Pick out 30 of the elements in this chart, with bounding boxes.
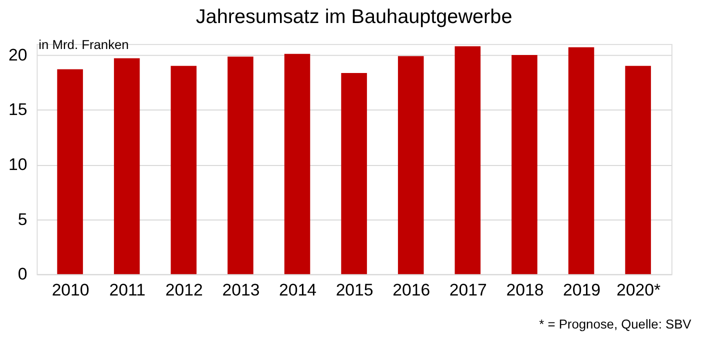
bar <box>114 58 140 274</box>
y-tick-label: 0 <box>18 264 28 284</box>
annotation: in Mrd. Franken <box>38 36 129 52</box>
bar <box>57 69 83 274</box>
x-tick-label: 2016 <box>392 280 430 300</box>
bar <box>568 47 594 274</box>
bar <box>170 66 197 274</box>
x-tick-label: 2020* <box>616 280 662 300</box>
bar <box>341 73 367 274</box>
y-tick-label: 20 <box>8 45 28 64</box>
x-tick-label: 2019 <box>563 280 600 300</box>
bar <box>625 66 651 274</box>
x-tick-label: 2012 <box>165 280 203 300</box>
x-tick-label: 2014 <box>279 280 316 300</box>
x-tick-label: 2018 <box>506 280 544 300</box>
text: * = Prognose, Quelle: SBV <box>539 316 692 332</box>
bar <box>284 54 310 274</box>
x-tick-label: 2011 <box>109 280 146 300</box>
chart-title: Jahresumsatz im Bauhauptgewerbe <box>196 6 512 28</box>
bar <box>398 56 424 274</box>
y-tick-label: 5 <box>18 210 28 229</box>
x-tick-label: 2013 <box>222 280 260 300</box>
x-tick-label: 2017 <box>449 280 487 300</box>
bar <box>512 54 538 274</box>
x-tick-label: 2010 <box>52 280 90 300</box>
bar <box>454 46 481 274</box>
bar <box>228 56 254 274</box>
y-tick-label: 10 <box>8 154 28 174</box>
y-tick-label: 15 <box>8 100 28 120</box>
x-tick-label: 2015 <box>336 280 374 300</box>
